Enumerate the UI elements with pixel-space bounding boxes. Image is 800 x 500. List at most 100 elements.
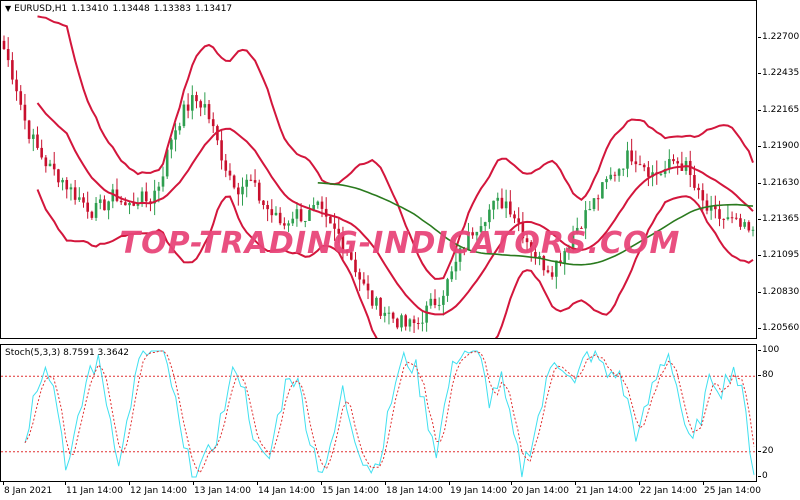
candle-body xyxy=(621,168,625,170)
candle-body xyxy=(103,199,106,211)
candle-body xyxy=(232,175,236,188)
time-axis-label: 25 Jan 14:00 xyxy=(704,486,761,496)
candle-body xyxy=(525,238,529,243)
time-axis-label: 22 Jan 14:00 xyxy=(640,486,697,496)
candle-body xyxy=(303,220,307,222)
candle-body xyxy=(270,209,274,216)
candle-body xyxy=(634,161,638,165)
triangle-down-icon[interactable]: ▼ xyxy=(5,4,12,13)
candle-body xyxy=(283,223,286,226)
candle-body xyxy=(278,212,282,224)
price-axis-label: 1.20830 xyxy=(762,286,800,297)
time-axis-tick xyxy=(257,482,258,485)
candle-body xyxy=(709,205,713,211)
candle-body xyxy=(295,209,299,219)
candle-body xyxy=(6,49,10,61)
candle-body xyxy=(739,218,742,227)
price-axis-label: 1.21095 xyxy=(762,250,800,261)
candle-body xyxy=(144,191,148,202)
candle-body xyxy=(400,315,403,328)
candle-body xyxy=(672,159,675,162)
candle-body xyxy=(312,205,315,211)
candle-body xyxy=(584,210,587,229)
candle-body xyxy=(529,242,533,252)
price-axis-label: 1.22165 xyxy=(762,104,800,115)
candle-body xyxy=(345,249,349,253)
candle-body xyxy=(504,201,508,209)
candle-body xyxy=(609,174,613,180)
candle-body xyxy=(701,190,705,201)
time-axis-tick xyxy=(449,482,450,485)
candle-body xyxy=(379,297,382,316)
candle-body xyxy=(57,169,60,183)
time-axis-label: 15 Jan 14:00 xyxy=(322,486,379,496)
price-axis-tick xyxy=(758,182,761,184)
price-axis-label: 1.22700 xyxy=(762,32,800,42)
stochastic-chart xyxy=(1,349,756,478)
candle-body xyxy=(714,205,717,210)
stochastic-signal-line xyxy=(24,350,755,474)
candle-body xyxy=(651,172,654,177)
candle-body xyxy=(605,179,608,183)
stochastic-axis-tick xyxy=(758,350,761,351)
stochastic-main-line xyxy=(24,349,755,478)
candle-body xyxy=(693,175,696,188)
price-axis[interactable]: 1.22700 1.22435 1.22165 1.21900 1.21630 1.213… xyxy=(758,0,800,339)
stochastic-axis[interactable]: 100 80 20 0 xyxy=(758,344,800,482)
candle-body xyxy=(488,209,491,223)
candle-body xyxy=(40,147,43,158)
time-axis-label: 18 Jan 14:00 xyxy=(386,486,443,496)
time-axis-label: 19 Jan 14:00 xyxy=(450,486,507,496)
time-axis-tick xyxy=(193,482,194,485)
candle-body xyxy=(19,91,23,105)
candle-body xyxy=(358,272,361,280)
candle-body xyxy=(575,227,579,234)
candle-body xyxy=(366,283,370,291)
candle-body xyxy=(31,134,35,139)
candle-body xyxy=(668,159,671,170)
candle-body xyxy=(237,187,240,195)
candle-body xyxy=(178,126,182,131)
candle-body xyxy=(571,233,575,248)
lower-band-line xyxy=(36,189,754,338)
candle-body xyxy=(383,312,387,316)
candle-body xyxy=(718,209,721,219)
candle-body xyxy=(78,197,81,200)
high-value: 1.13448 xyxy=(112,4,150,14)
candle-body xyxy=(44,157,48,167)
candle-body xyxy=(165,149,169,177)
price-chart-panel[interactable]: ▼ EURUSD,H1 1.13410 1.13448 1.13383 1.13417 xyxy=(0,0,757,339)
candle-body xyxy=(659,173,663,175)
candle-body xyxy=(287,223,290,226)
close-value: 1.13417 xyxy=(194,4,233,14)
candle-body xyxy=(496,197,500,201)
candle-body xyxy=(617,169,621,176)
candle-body xyxy=(751,229,755,231)
candle-body xyxy=(391,312,395,319)
candle-body xyxy=(220,140,223,161)
candle-body xyxy=(638,164,642,166)
candle-body xyxy=(161,176,165,187)
candle-body xyxy=(416,322,420,324)
candle-body xyxy=(132,202,136,206)
candle-body xyxy=(94,202,98,218)
candle-body xyxy=(207,104,211,120)
candle-body xyxy=(253,180,257,183)
candle-body xyxy=(479,226,483,232)
candle-body xyxy=(375,297,378,306)
candle-body xyxy=(437,304,441,306)
stochastic-axis-tick xyxy=(758,476,761,477)
time-axis[interactable]: 8 Jan 2021 11 Jan 14:00 12 Jan 14:00 13 Jan… xyxy=(0,482,761,500)
candle-body xyxy=(534,251,537,258)
candle-body xyxy=(705,200,709,211)
candle-body xyxy=(316,201,320,206)
candle-body xyxy=(299,209,303,222)
time-axis-tick xyxy=(639,482,640,485)
stochastic-panel[interactable]: Stoch(5,3,3) 8.7591 3.3642 xyxy=(0,344,757,482)
candle-body xyxy=(442,295,445,305)
time-axis-tick xyxy=(575,482,576,485)
candle-body xyxy=(61,179,64,183)
candle-body xyxy=(324,208,328,217)
time-axis-label: 11 Jan 14:00 xyxy=(66,486,123,496)
candle-body xyxy=(15,79,18,92)
